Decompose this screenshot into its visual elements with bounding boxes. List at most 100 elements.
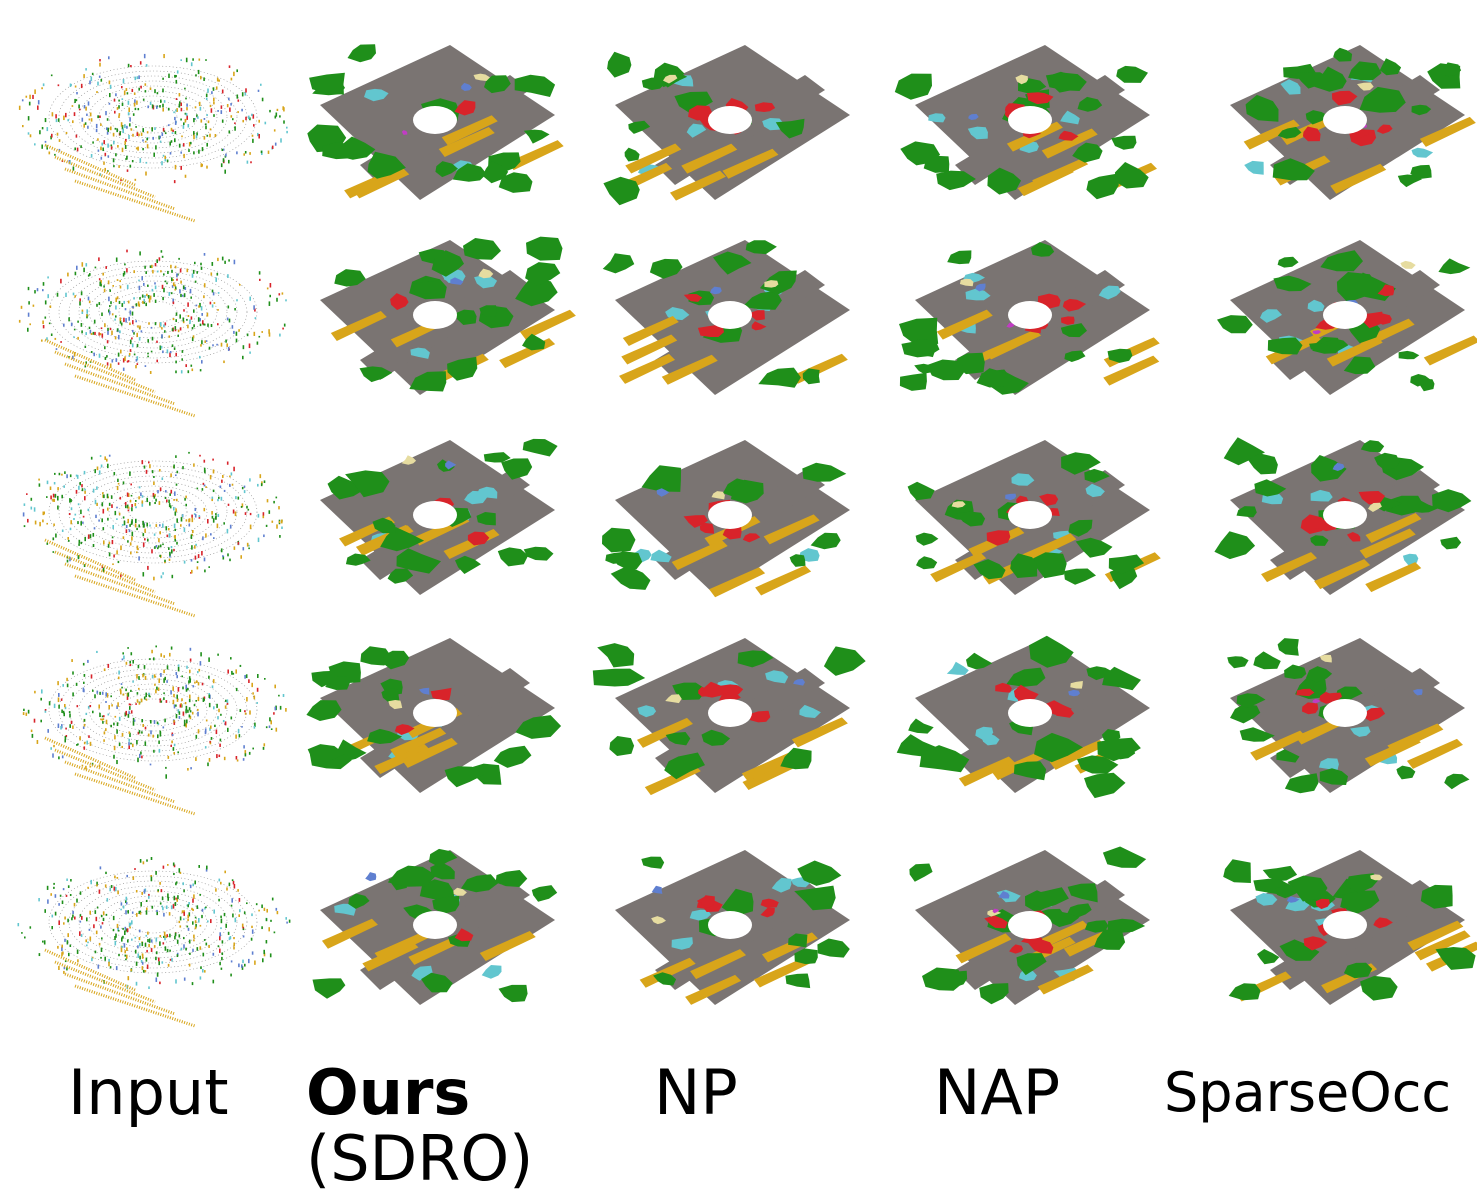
- scene-nap-row-1: [894, 35, 1160, 210]
- car-blob: [454, 928, 474, 942]
- lidar-point: [34, 143, 36, 146]
- vegetation-blob: [1236, 693, 1266, 708]
- lidar-point: [212, 518, 215, 523]
- lidar-point: [141, 276, 143, 281]
- building-slab: [763, 514, 820, 545]
- lidar-point: [167, 896, 169, 901]
- lidar-point: [113, 472, 116, 476]
- lidar-point: [127, 300, 130, 304]
- lidar-point: [187, 324, 189, 329]
- lidar-point: [132, 660, 134, 664]
- terrain-patch: [1400, 260, 1416, 269]
- lidar-point: [198, 101, 201, 107]
- lidar-point: [149, 464, 151, 469]
- vegetation-blob: [1275, 885, 1300, 899]
- lidar-point: [52, 753, 54, 758]
- lidar-point: [227, 503, 230, 506]
- lidar-point: [255, 903, 258, 906]
- fence-patch: [1005, 493, 1017, 501]
- lidar-point: [212, 458, 214, 461]
- lidar-point: [90, 351, 93, 353]
- lidar-point: [144, 942, 147, 947]
- lidar-point: [162, 865, 165, 869]
- vegetation-blob: [665, 732, 691, 746]
- lidar-point: [113, 554, 115, 558]
- lidar-point: [221, 148, 224, 152]
- building-slab: [1006, 121, 1063, 152]
- lidar-point: [88, 118, 91, 121]
- scene-sparseocc-row-4: [1210, 628, 1475, 803]
- lidar-point: [169, 141, 171, 146]
- lidar-point: [164, 718, 166, 723]
- lidar-point: [194, 118, 196, 120]
- lidar-point: [142, 148, 144, 151]
- lidar-point: [71, 105, 74, 107]
- lidar-point: [268, 332, 271, 337]
- lidar-point: [192, 908, 194, 912]
- column-label-nap: NAP: [934, 1062, 1060, 1124]
- vegetation-blob: [947, 250, 972, 265]
- lidar-point: [84, 345, 87, 348]
- lidar-point: [136, 132, 139, 136]
- lidar-point: [103, 494, 105, 499]
- lidar-point: [141, 719, 143, 723]
- lidar-point: [44, 709, 47, 711]
- vegetation-blob: [979, 983, 1009, 1005]
- lidar-point: [198, 865, 200, 868]
- lidar-point: [131, 920, 133, 925]
- vegetation-blob: [672, 682, 707, 700]
- lidar-point: [248, 958, 250, 964]
- lidar-point: [232, 118, 234, 121]
- lidar-point: [268, 927, 270, 932]
- scan-ring: [68, 470, 238, 554]
- lidar-point: [118, 99, 120, 102]
- lidar-point: [106, 340, 109, 344]
- lidar-point: [163, 678, 165, 683]
- lidar-point: [180, 293, 182, 298]
- lidar-point: [138, 337, 141, 341]
- lidar-point: [185, 495, 187, 499]
- lidar-point: [244, 750, 247, 755]
- lidar-point: [181, 294, 184, 297]
- lidar-point: [175, 455, 177, 458]
- lidar-point: [147, 284, 149, 287]
- vegetation-blob: [1279, 939, 1320, 961]
- lidar-point: [103, 715, 105, 718]
- lidar-point: [42, 282, 45, 286]
- lidar-point: [217, 292, 220, 294]
- lidar-point: [103, 668, 106, 672]
- lidar-point: [93, 527, 96, 530]
- lidar-point: [186, 115, 188, 120]
- vegetation-blob: [367, 728, 403, 744]
- sidewalk-patch: [1411, 147, 1434, 158]
- lidar-point: [148, 322, 150, 325]
- lidar-point: [21, 99, 24, 102]
- vegetation-blob: [428, 848, 458, 867]
- lidar-point: [104, 152, 107, 156]
- lidar-point: [169, 652, 171, 657]
- lidar-point: [68, 952, 70, 957]
- lidar-point: [195, 680, 198, 683]
- lidar-point: [30, 506, 33, 510]
- lidar-point: [83, 723, 86, 727]
- lidar-point: [34, 520, 37, 525]
- vegetation-blob: [802, 462, 847, 482]
- lidar-point: [190, 559, 193, 562]
- lidar-point: [143, 282, 145, 286]
- vegetation-blob: [1230, 703, 1261, 724]
- lidar-point: [113, 754, 115, 759]
- lidar-point: [153, 481, 155, 486]
- lidar-point: [52, 493, 55, 498]
- lidar-point: [50, 135, 52, 140]
- vegetation-blob: [421, 972, 453, 993]
- lidar-point: [218, 898, 220, 902]
- lidar-point: [132, 680, 134, 683]
- vegetation-blob: [1305, 110, 1330, 125]
- lidar-point: [164, 156, 167, 162]
- building-slab: [330, 310, 387, 341]
- lidar-point: [199, 369, 202, 372]
- lidar-point: [98, 889, 101, 894]
- vegetation-blob: [899, 317, 939, 345]
- lidar-point: [146, 522, 148, 527]
- lidar-point: [50, 74, 53, 77]
